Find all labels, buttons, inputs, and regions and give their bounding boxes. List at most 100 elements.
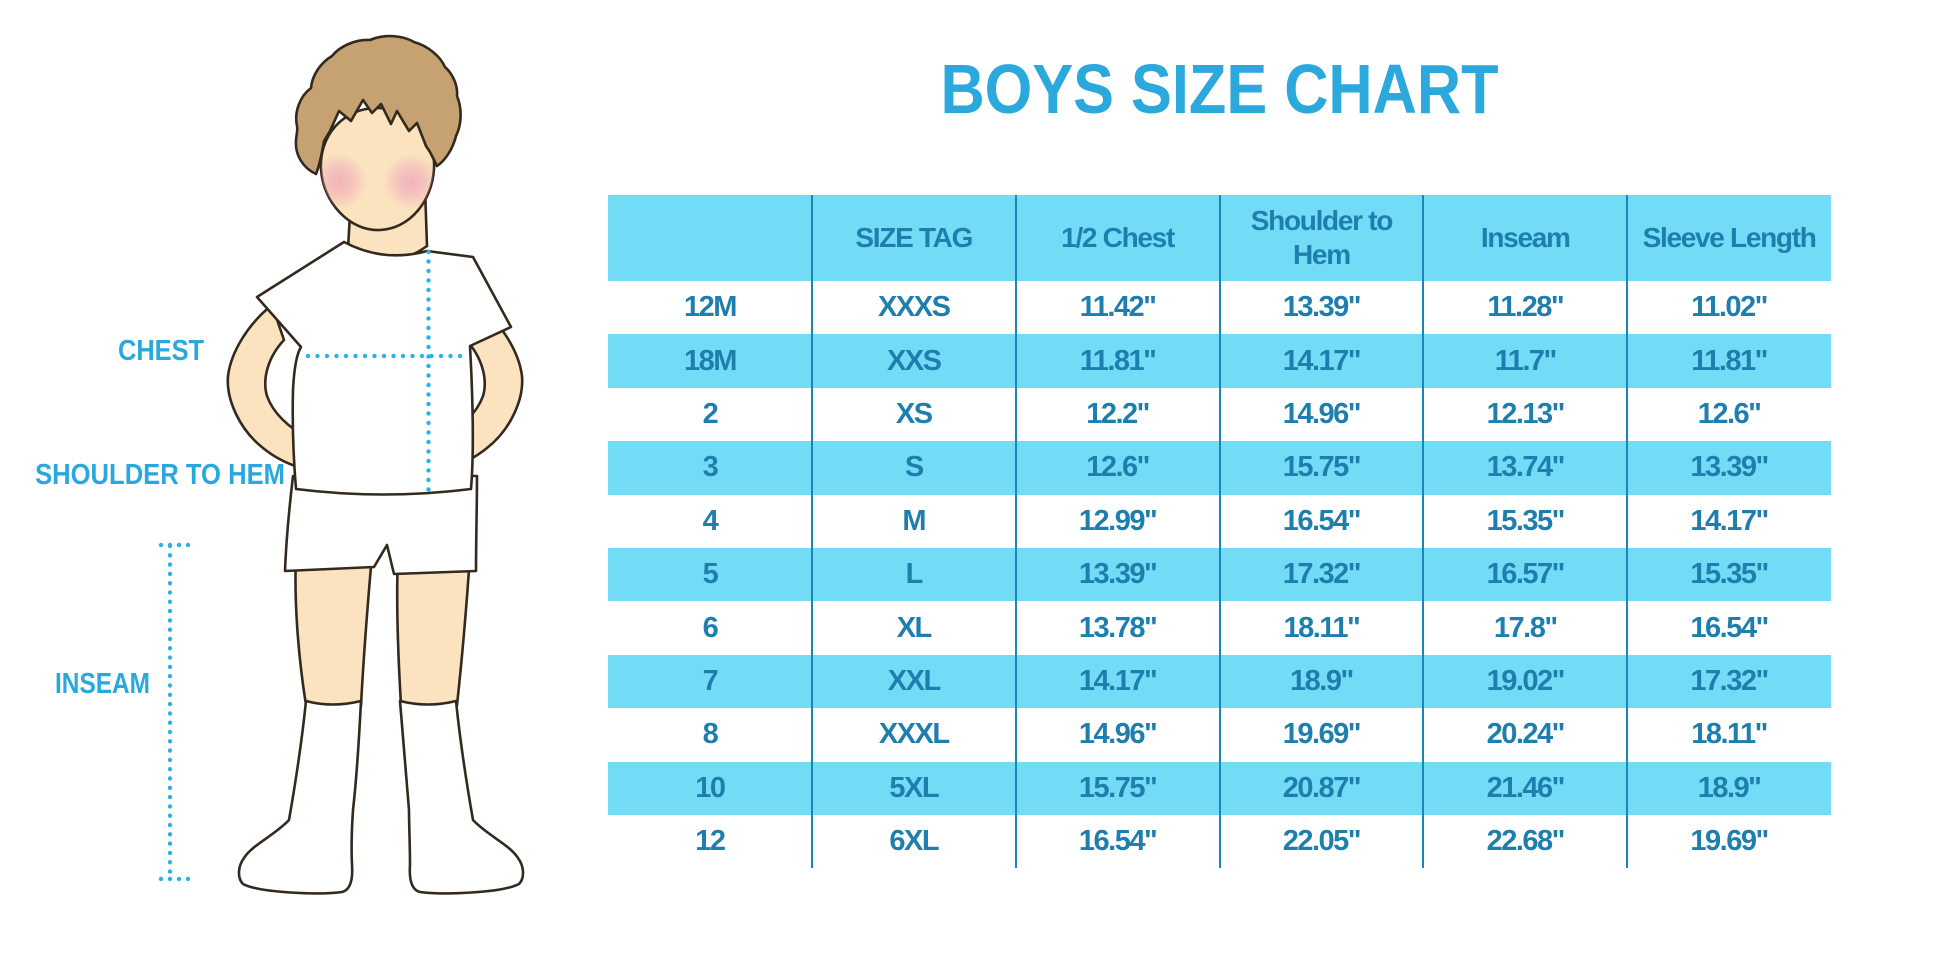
column-header: SIZE TAG — [855, 222, 973, 253]
table-row: 2 XS 12.2" 14.96" 12.13" 12.6" — [608, 388, 1831, 441]
size-cell: 6 — [702, 611, 719, 644]
column-header: Inseam — [1480, 222, 1571, 253]
size-cell: 18M — [683, 344, 737, 377]
value-cell: 16.54" — [1078, 825, 1158, 858]
value-cell: 13.78" — [1078, 611, 1158, 644]
value-cell: 19.02" — [1486, 664, 1566, 697]
value-cell: 6XL — [889, 825, 939, 858]
value-cell: XS — [895, 397, 933, 430]
value-cell: 20.87" — [1282, 771, 1362, 804]
value-cell: 12.6" — [1697, 397, 1762, 430]
value-cell: 15.75" — [1078, 771, 1158, 804]
column-header: Shoulder to Hem — [1250, 205, 1394, 270]
value-cell: XXXS — [878, 291, 951, 324]
table-row: 6 XL 13.78" 18.11" 17.8" 16.54" — [608, 601, 1831, 654]
value-cell: 13.74" — [1486, 451, 1566, 484]
boy-left-sock — [237, 699, 363, 895]
boy-right-leg — [395, 553, 472, 707]
table-row: 12M XXXS 11.42" 13.39" 11.28" 11.02" — [608, 281, 1831, 334]
size-cell: 7 — [702, 664, 719, 697]
column-header — [608, 195, 812, 281]
table-row: 12 6XL 16.54" 22.05" 22.68" 19.69" — [608, 815, 1831, 868]
size-cell: 4 — [702, 504, 719, 537]
page-title: BOYS SIZE CHART — [940, 50, 1499, 128]
value-cell: 14.17" — [1078, 664, 1158, 697]
value-cell: XL — [896, 611, 933, 644]
value-cell: S — [904, 451, 924, 484]
boy-right-sock — [398, 699, 525, 895]
value-cell: 5XL — [889, 771, 939, 804]
boy-hair — [294, 34, 462, 176]
column-header: 1/2 Chest — [1061, 222, 1175, 253]
value-cell: 17.32" — [1282, 558, 1362, 591]
value-cell: 11.81" — [1691, 344, 1768, 377]
value-cell: 11.42" — [1079, 291, 1157, 324]
value-cell: 12.6" — [1086, 451, 1150, 484]
value-cell: 14.17" — [1282, 344, 1362, 377]
value-cell: 18.9" — [1290, 664, 1354, 697]
value-cell: XXS — [886, 344, 942, 377]
size-cell: 12 — [695, 825, 726, 858]
value-cell: 12.13" — [1486, 397, 1566, 430]
value-cell: M — [902, 504, 926, 537]
value-cell: 19.69" — [1690, 825, 1769, 858]
boy-figure-illustration — [158, 34, 525, 895]
value-cell: 15.75" — [1282, 451, 1362, 484]
size-cell: 10 — [695, 771, 726, 804]
value-cell: XXXL — [878, 718, 950, 751]
measurement-dotted-lines — [158, 249, 467, 882]
value-cell: 22.68" — [1486, 825, 1566, 858]
value-cell: 11.02" — [1691, 291, 1768, 324]
value-cell: 18.11" — [1691, 718, 1768, 751]
value-cell: 12.2" — [1086, 397, 1150, 430]
value-cell: 11.7" — [1494, 344, 1558, 377]
value-cell: 17.32" — [1690, 664, 1769, 697]
boy-left-arm — [226, 303, 309, 469]
boy-shirt — [255, 240, 513, 496]
value-cell: 16.54" — [1690, 611, 1769, 644]
value-cell: 13.39" — [1282, 291, 1362, 324]
column-separator — [810, 195, 813, 869]
value-cell: 16.57" — [1486, 558, 1566, 591]
value-cell: L — [905, 558, 924, 591]
value-cell: 15.35" — [1690, 558, 1769, 591]
size-cell: 3 — [702, 451, 719, 484]
table-row: 8 XXXL 14.96" 19.69" 20.24" 18.11" — [608, 708, 1831, 761]
value-cell: 19.69" — [1282, 718, 1362, 751]
size-table: SIZE TAG 1/2 Chest Shoulder to Hem Inseam Sl… — [608, 195, 1831, 869]
value-cell: 11.28" — [1487, 291, 1564, 324]
inseam-label: INSEAM — [55, 668, 151, 700]
value-cell: 21.46" — [1486, 771, 1566, 804]
value-cell: 12.99" — [1078, 504, 1158, 537]
value-cell: 11.81" — [1079, 344, 1157, 377]
chest-label: CHEST — [117, 335, 204, 367]
column-header: Sleeve Length — [1642, 222, 1817, 253]
column-separator — [1422, 195, 1425, 869]
column-separator — [1218, 195, 1221, 869]
column-separator — [1014, 195, 1017, 869]
size-cell: 8 — [702, 718, 719, 751]
boy-blush-right — [383, 154, 435, 210]
value-cell: 18.11" — [1283, 611, 1361, 644]
value-cell: 22.05" — [1282, 825, 1362, 858]
boy-shorts — [283, 474, 479, 576]
size-cell: 5 — [702, 558, 719, 591]
value-cell: 17.8" — [1493, 611, 1558, 644]
value-cell: XXL — [887, 664, 941, 697]
shoulder-to-hem-label: SHOULDER TO HEM — [35, 459, 285, 491]
column-separator — [1626, 195, 1629, 869]
value-cell: 14.96" — [1078, 718, 1158, 751]
value-cell: 18.9" — [1697, 771, 1762, 804]
value-cell: 14.96" — [1282, 397, 1362, 430]
size-cell: 2 — [702, 397, 719, 430]
value-cell: 14.17" — [1690, 504, 1769, 537]
value-cell: 13.39" — [1078, 558, 1158, 591]
size-cell: 12M — [683, 291, 737, 324]
table-row: 4 M 12.99" 16.54" 15.35" 14.17" — [608, 495, 1831, 548]
value-cell: 13.39" — [1690, 451, 1769, 484]
value-cell: 16.54" — [1282, 504, 1362, 537]
value-cell: 15.35" — [1486, 504, 1566, 537]
boy-left-leg — [294, 553, 374, 707]
value-cell: 20.24" — [1486, 718, 1566, 751]
